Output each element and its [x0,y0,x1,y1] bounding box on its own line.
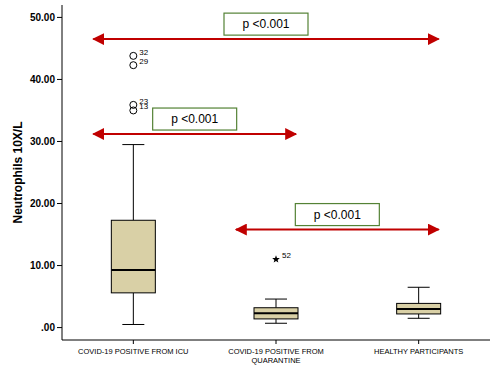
x-tick-label-line: COVID-19 POSITIVE FROM ICU [78,347,188,356]
annotation-box [224,13,308,35]
x-tick [418,340,419,344]
y-tick-label: 10.00 [30,260,55,271]
x-tick-label: HEALTHY PARTICIPANTS [374,347,463,356]
upper-whisker [418,287,419,303]
annotation-text: p <0.001 [314,208,361,222]
lower-whisker [418,314,419,318]
x-tick-label: COVID-19 POSITIVE FROM ICU [78,347,188,356]
y-tick-label: 20.00 [30,198,55,209]
y-tick [57,327,62,328]
y-tick-label: 30.00 [30,136,55,147]
y-tick [57,17,62,18]
upper-cap [122,144,144,145]
y-tick [57,141,62,142]
box [397,303,441,314]
y-axis-label: Neutrophils 10X/L [11,121,25,223]
lower-whisker [276,319,277,323]
annotation-box [153,108,237,130]
boxes [111,52,440,324]
extreme-outlier [272,255,280,262]
median [254,312,298,314]
box [254,308,298,319]
median [397,308,441,310]
significance-arrow [93,133,296,135]
box [111,220,155,293]
x-tick-label-line: HEALTHY PARTICIPANTS [374,347,463,356]
y-tick [57,79,62,80]
outlier [130,107,137,114]
y-tick [57,265,62,266]
y-tick-label: 50.00 [30,12,55,23]
outlier [130,52,137,59]
annotation-box [295,204,379,226]
upper-cap [408,287,430,288]
lower-whisker [133,293,134,325]
annotations: p <0.001 p <0.001 p <0.001 [93,13,438,229]
outlier-label: 13 [139,102,148,111]
chart-svg: .00 10.00 20.00 30.00 40.00 50.00 Neutrophils … [0,0,500,389]
y-axis-line [62,5,63,340]
median [111,269,155,271]
y-tick-label: .00 [41,322,55,333]
x-tick [133,340,134,344]
outlier-labels: 3229231352 [139,48,291,260]
y-tick [57,203,62,204]
upper-whisker [133,145,134,221]
lower-cap [408,318,430,319]
x-tick-label-line: QUARANTINE [251,356,300,365]
outlier-label: 29 [139,57,148,66]
chart-container: .00 10.00 20.00 30.00 40.00 50.00 Neutrophils … [0,0,500,389]
significance-arrow [93,38,438,40]
significance-arrow [236,229,439,231]
upper-cap [265,299,287,300]
outlier-label: 32 [139,48,148,57]
x-tick-label-line: COVID-19 POSITIVE FROM [228,347,323,356]
x-tick-label: COVID-19 POSITIVE FROMQUARANTINE [228,347,323,365]
annotation-text: p <0.001 [242,17,289,31]
outlier-label: 52 [282,251,291,260]
outlier [130,62,137,69]
lower-cap [265,323,287,324]
annotation-text: p <0.001 [171,112,218,126]
lower-cap [122,324,144,325]
x-tick [276,340,277,344]
y-tick-label: 40.00 [30,74,55,85]
upper-whisker [276,299,277,308]
